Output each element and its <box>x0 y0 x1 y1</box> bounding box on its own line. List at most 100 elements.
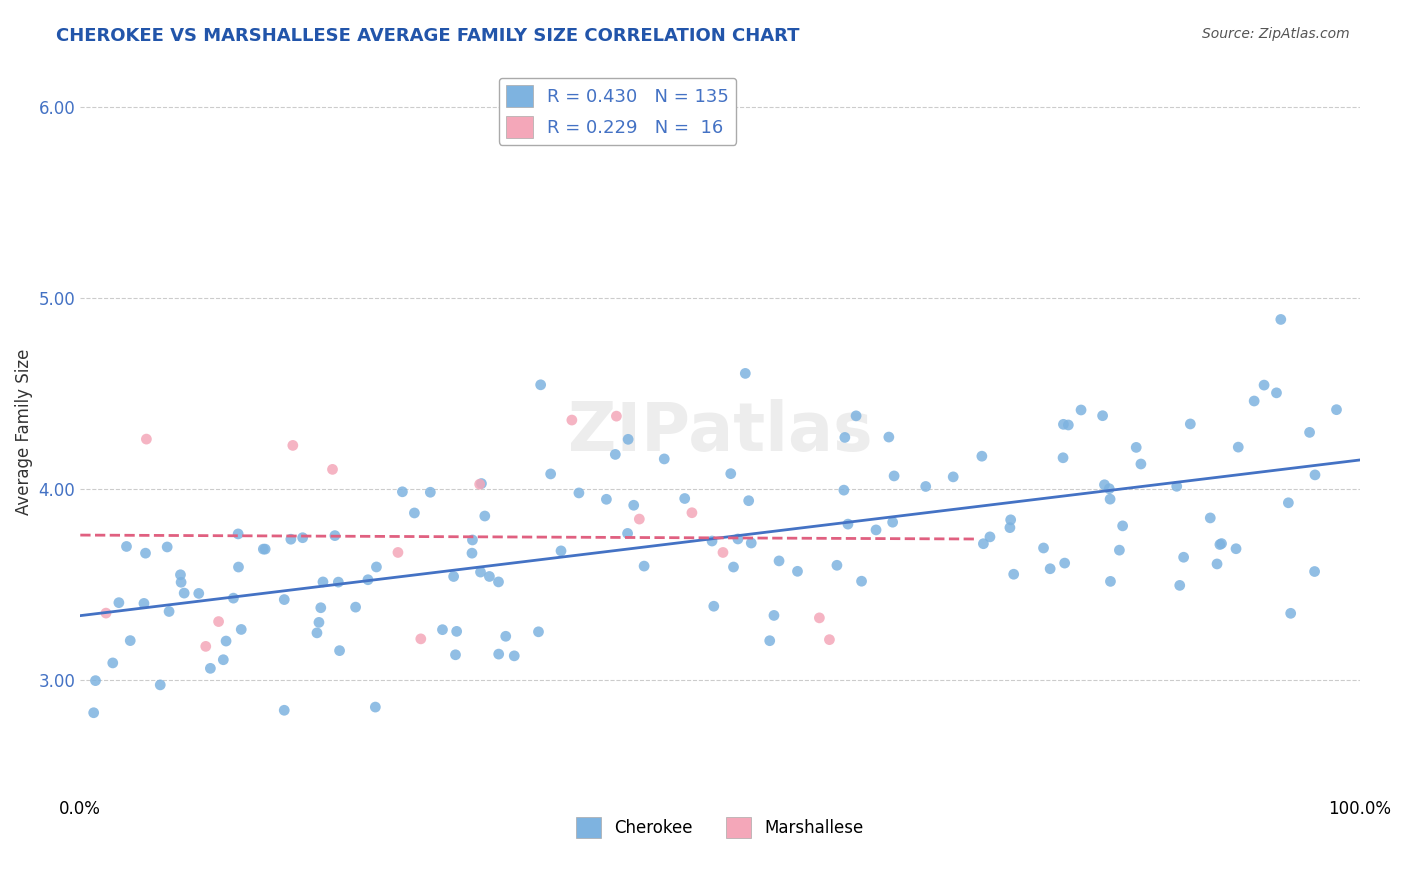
Point <box>404 506 426 520</box>
Point <box>883 469 905 483</box>
Point <box>723 560 745 574</box>
Point <box>101 656 124 670</box>
Point <box>605 447 627 461</box>
Point <box>979 530 1001 544</box>
Point <box>305 625 328 640</box>
Point <box>309 600 332 615</box>
Point <box>212 653 235 667</box>
Point <box>595 492 617 507</box>
Point <box>120 633 142 648</box>
Point <box>1243 394 1265 409</box>
Point <box>1211 536 1233 550</box>
Point <box>1326 402 1348 417</box>
Point <box>419 485 441 500</box>
Point <box>1052 450 1074 465</box>
Point <box>291 531 314 545</box>
Point <box>215 634 238 648</box>
Point <box>1129 457 1152 471</box>
Point <box>474 508 496 523</box>
Point <box>882 515 904 529</box>
Point <box>308 615 330 630</box>
Point <box>461 533 484 547</box>
Point <box>877 430 900 444</box>
Point <box>495 629 517 643</box>
Point <box>432 623 454 637</box>
Point <box>173 586 195 600</box>
Point <box>444 648 467 662</box>
Point <box>281 438 304 452</box>
Point <box>1111 519 1133 533</box>
Point <box>488 574 510 589</box>
Point <box>818 632 841 647</box>
Point <box>832 483 855 497</box>
Point <box>170 575 193 590</box>
Point <box>530 377 553 392</box>
Point <box>207 615 229 629</box>
Point <box>1173 550 1195 565</box>
Point <box>652 452 675 467</box>
Point <box>740 536 762 550</box>
Point <box>446 624 468 639</box>
Point <box>734 367 756 381</box>
Point <box>409 632 432 646</box>
Point <box>616 526 638 541</box>
Point <box>1002 567 1025 582</box>
Point <box>1099 574 1122 589</box>
Legend: Cherokee, Marshallese: Cherokee, Marshallese <box>569 811 870 845</box>
Point <box>1108 543 1130 558</box>
Point <box>391 484 413 499</box>
Point <box>83 706 105 720</box>
Point <box>972 537 994 551</box>
Point <box>914 479 936 493</box>
Point <box>157 605 180 619</box>
Point <box>834 430 856 444</box>
Point <box>681 506 703 520</box>
Point <box>711 545 734 559</box>
Point <box>1125 441 1147 455</box>
Point <box>328 575 350 590</box>
Point <box>222 591 245 606</box>
Point <box>329 643 352 657</box>
Point <box>720 467 742 481</box>
Point <box>550 544 572 558</box>
Point <box>84 673 107 688</box>
Point <box>280 533 302 547</box>
Point <box>366 560 388 574</box>
Point <box>998 521 1021 535</box>
Point <box>1053 556 1076 570</box>
Point <box>228 560 250 574</box>
Point <box>1277 496 1299 510</box>
Point <box>700 534 723 549</box>
Point <box>364 700 387 714</box>
Point <box>273 592 295 607</box>
Point <box>470 476 492 491</box>
Point <box>527 624 550 639</box>
Point <box>194 640 217 654</box>
Point <box>200 661 222 675</box>
Point <box>808 611 831 625</box>
Point <box>540 467 562 481</box>
Point <box>1303 467 1326 482</box>
Point <box>1166 479 1188 493</box>
Point <box>1270 312 1292 326</box>
Point <box>470 565 492 579</box>
Point <box>568 486 591 500</box>
Point <box>758 633 780 648</box>
Point <box>561 413 583 427</box>
Point <box>1057 417 1080 432</box>
Point <box>1225 541 1247 556</box>
Point <box>825 558 848 573</box>
Point <box>252 542 274 557</box>
Point <box>312 574 335 589</box>
Point <box>132 596 155 610</box>
Point <box>169 567 191 582</box>
Text: ZIPatlas: ZIPatlas <box>568 399 872 465</box>
Point <box>1098 482 1121 496</box>
Point <box>851 574 873 589</box>
Point <box>1039 562 1062 576</box>
Point <box>845 409 868 423</box>
Point <box>187 586 209 600</box>
Point <box>1000 513 1022 527</box>
Point <box>633 559 655 574</box>
Point <box>762 608 785 623</box>
